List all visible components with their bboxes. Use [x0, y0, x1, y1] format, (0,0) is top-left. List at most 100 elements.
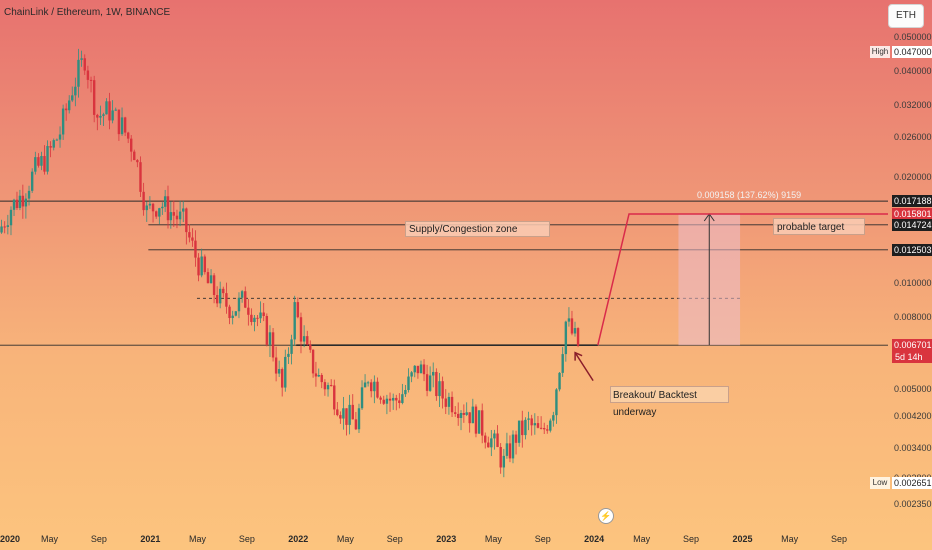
candle-body	[401, 394, 404, 404]
candle-body	[154, 211, 158, 217]
x-tick-label: May	[188, 534, 206, 544]
candle-body	[74, 86, 77, 96]
candle-body	[459, 412, 463, 419]
candle-body	[64, 108, 68, 111]
x-tick-label: 2024	[584, 534, 605, 544]
breakout-label[interactable]: Breakout/ Backtest underway	[610, 386, 729, 418]
candle-body	[336, 409, 339, 416]
candle-body	[253, 317, 256, 323]
candle-body	[395, 397, 398, 401]
candle-body	[55, 139, 59, 141]
candle-body	[24, 198, 28, 207]
candle-body	[218, 288, 222, 304]
candle-body	[215, 295, 219, 304]
price-flag-high: 0.047000	[892, 46, 932, 58]
candle-body	[474, 406, 478, 434]
candle-body	[111, 110, 114, 121]
candle-body	[363, 382, 367, 388]
candle-body	[102, 114, 105, 116]
event-bolt-icon[interactable]: ⚡	[598, 508, 614, 524]
low-tag: Low	[870, 477, 890, 489]
price-flag-dark: 0.014724	[892, 218, 932, 231]
candle-body	[37, 157, 40, 166]
candle-body	[166, 196, 170, 221]
candle-body	[416, 365, 420, 374]
candle-body	[188, 232, 191, 238]
measure-readout: 0.009158 (137.62%) 9159	[697, 190, 802, 200]
supply-zone-label[interactable]: Supply/Congestion zone	[405, 221, 550, 237]
candle-body	[9, 209, 13, 226]
candle-body	[0, 226, 3, 233]
candle-body	[530, 418, 533, 426]
currency-button[interactable]: ETH	[888, 4, 924, 28]
candle-body	[382, 399, 385, 404]
candle-body	[126, 132, 130, 139]
candle-body	[539, 427, 543, 429]
candle-body	[398, 400, 401, 404]
candle-body	[277, 369, 281, 374]
candle-body	[385, 398, 389, 404]
candle-body	[161, 206, 164, 209]
candle-body	[240, 291, 244, 298]
candle-body	[564, 321, 568, 355]
candle-body	[151, 203, 155, 212]
candle-body	[435, 371, 438, 397]
candle-body	[77, 59, 80, 87]
candle-body	[536, 423, 540, 428]
candle-body	[314, 373, 318, 377]
candle-body	[83, 58, 86, 71]
candle-body	[351, 404, 354, 420]
candle-body	[438, 381, 441, 397]
x-tick-label: 2021	[140, 534, 161, 544]
candle-body	[342, 408, 345, 419]
x-tick-label: Sep	[386, 534, 403, 544]
candle-body	[391, 397, 395, 401]
candle-body	[271, 332, 275, 358]
candle-body	[480, 410, 484, 436]
candle-body	[552, 415, 555, 421]
candle-body	[68, 100, 71, 111]
candle-body	[96, 114, 99, 118]
candle-body	[280, 369, 284, 388]
candle-body	[290, 339, 293, 354]
high-tag: High	[870, 46, 890, 58]
candle-body	[49, 146, 52, 148]
candle-body	[203, 256, 207, 273]
candle-body	[546, 429, 549, 431]
candle-body	[339, 415, 342, 419]
candle-body	[348, 404, 351, 425]
x-tick-label: May	[41, 534, 59, 544]
candle-body	[573, 328, 577, 334]
probable-target-label[interactable]: probable target	[773, 218, 865, 235]
candle-body	[345, 408, 348, 425]
x-tick-label: May	[484, 534, 502, 544]
breakout-arrow-head	[574, 351, 583, 361]
candle-body	[175, 215, 179, 220]
candle-body	[89, 79, 93, 81]
candle-body	[404, 390, 407, 395]
candle-body	[123, 117, 127, 133]
candle-body	[86, 70, 90, 80]
candle-body	[114, 109, 117, 111]
candle-body	[148, 203, 152, 206]
candle-body	[493, 433, 496, 439]
x-tick-label: Sep	[90, 534, 107, 544]
candle-body	[447, 396, 451, 407]
candle-body	[30, 171, 34, 191]
candle-body	[274, 357, 278, 374]
candle-body	[209, 275, 213, 284]
candle-body	[178, 211, 182, 220]
candle-body	[34, 157, 37, 172]
candle-body	[413, 365, 416, 373]
candle-body	[521, 420, 524, 436]
candle-body	[58, 134, 62, 140]
candle-body	[462, 412, 466, 415]
candle-body	[543, 428, 546, 430]
x-tick-label: Sep	[238, 534, 255, 544]
candle-body	[373, 381, 376, 392]
candle-body	[46, 146, 49, 172]
candle-body	[527, 418, 530, 420]
candle-body	[185, 208, 188, 233]
